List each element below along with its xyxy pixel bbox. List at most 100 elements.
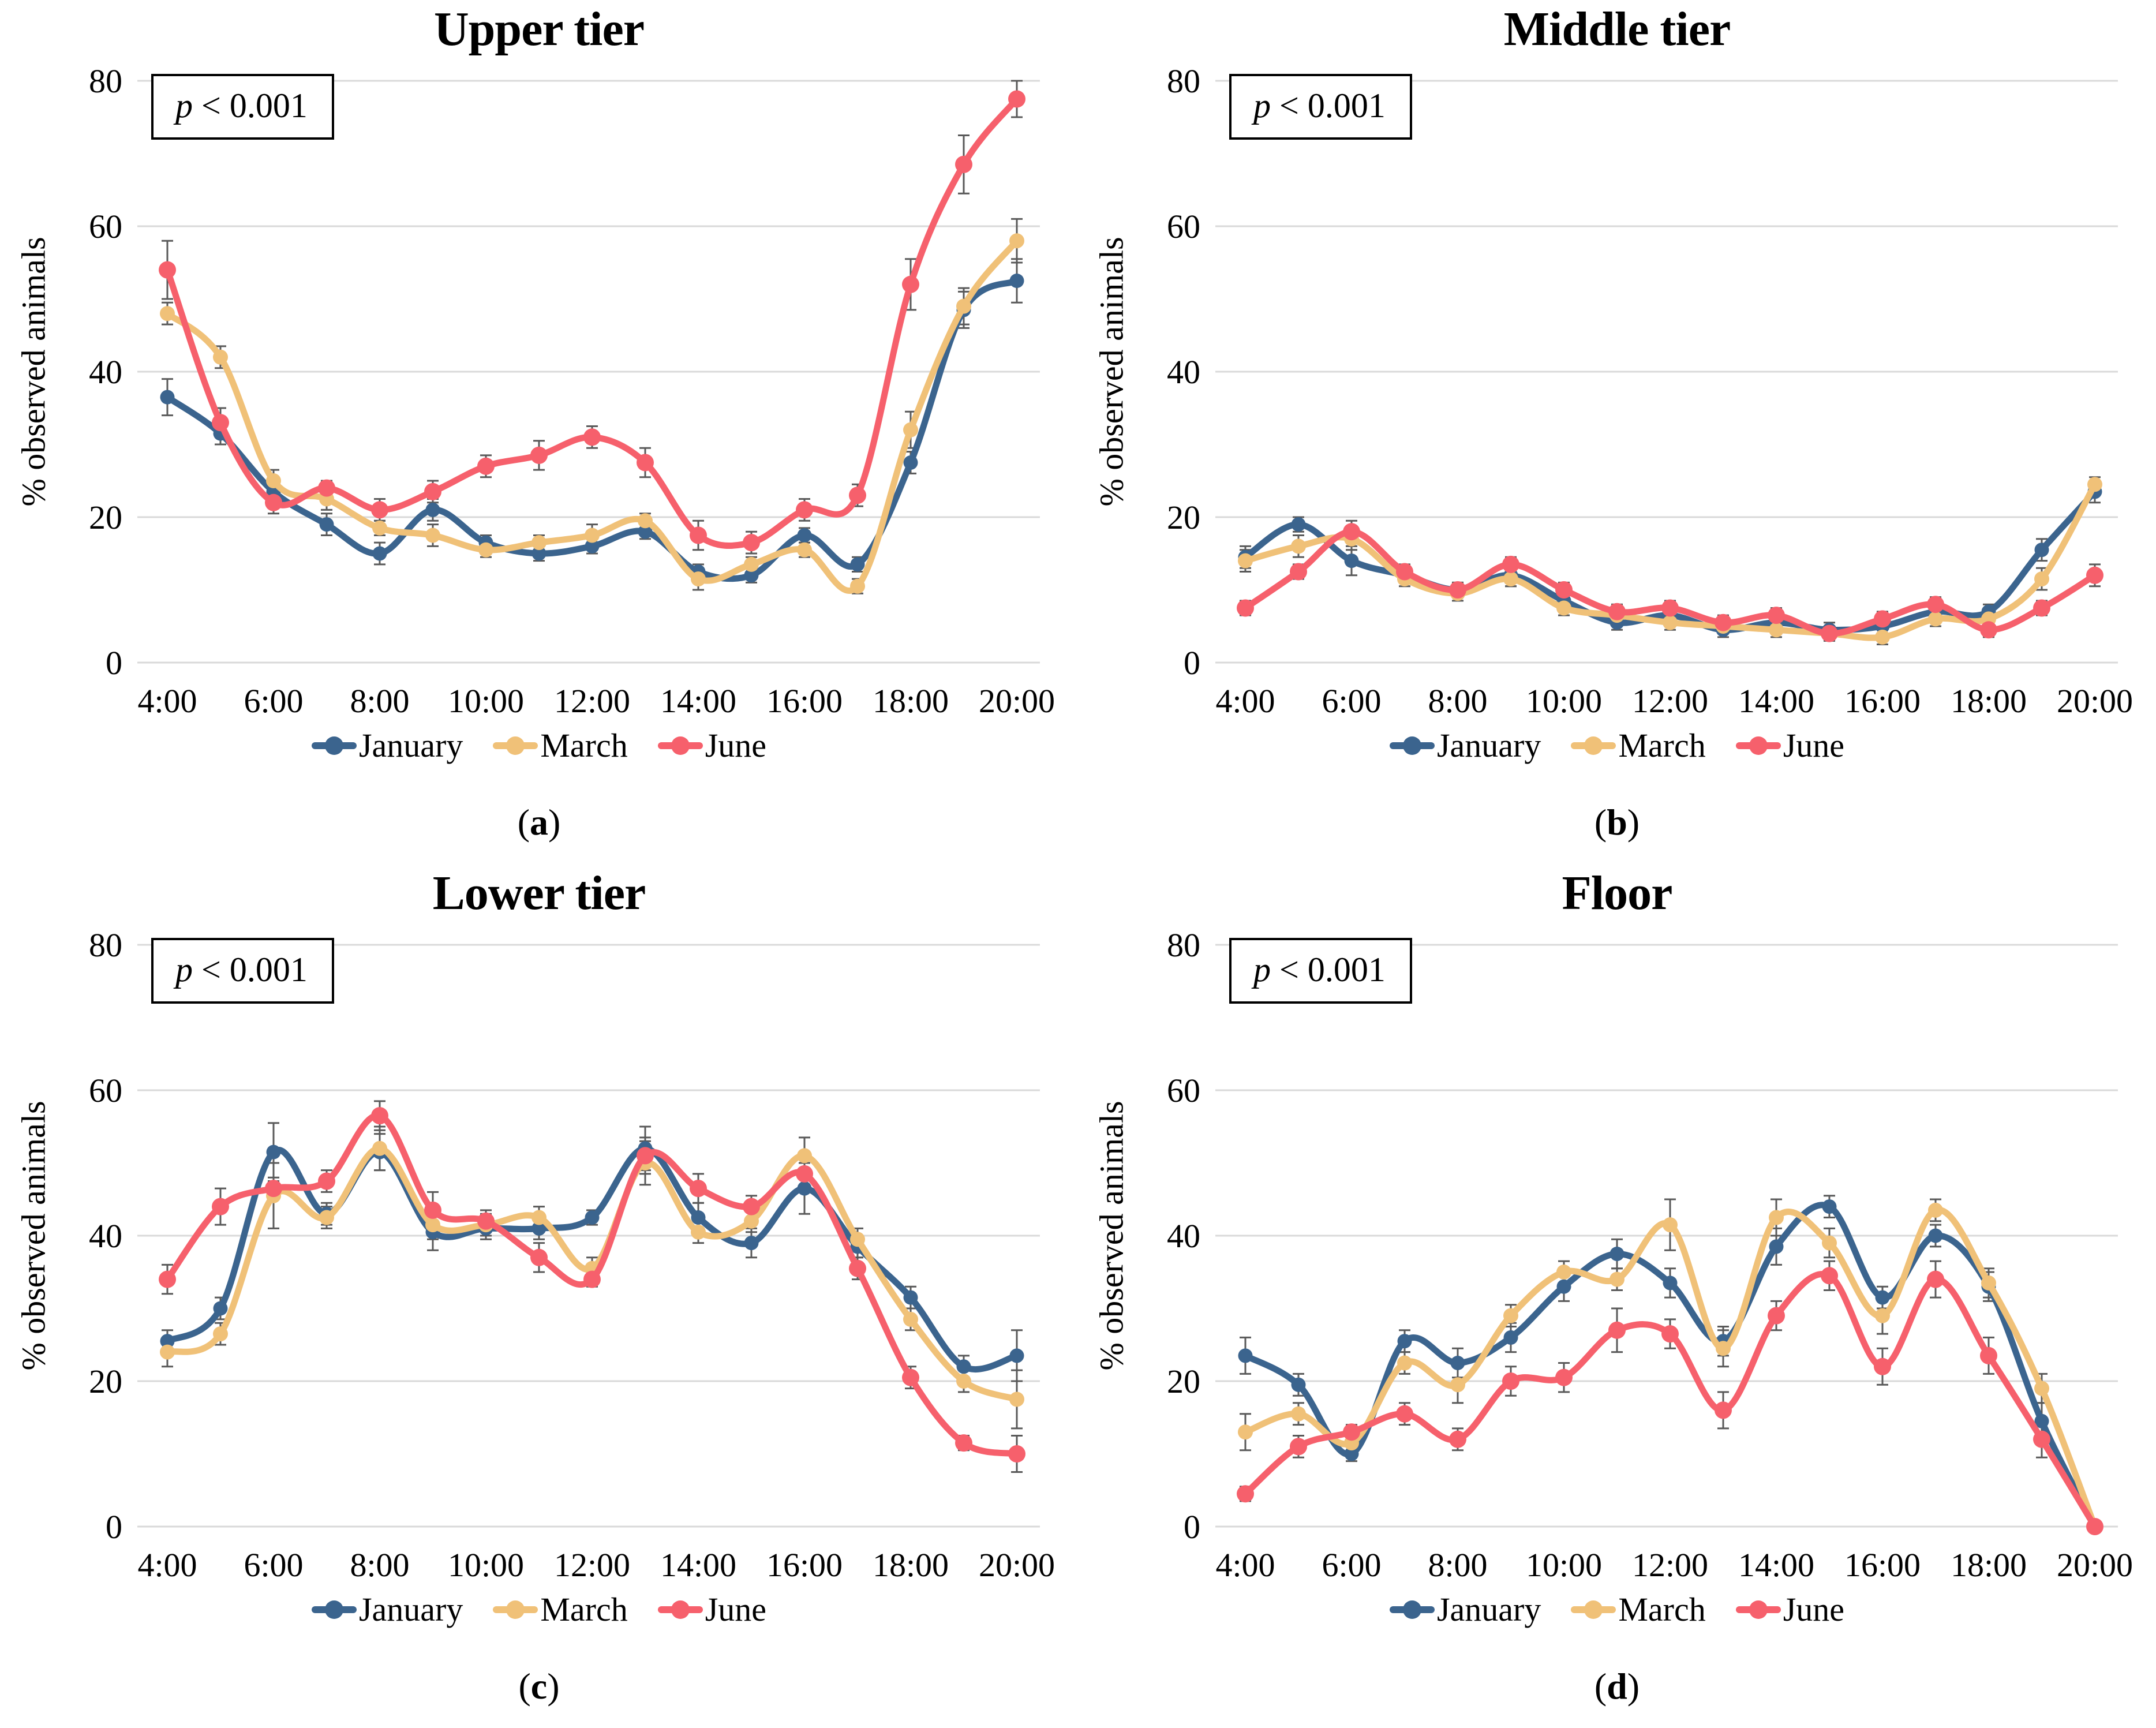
p-value-text: < 0.001 [193,951,308,989]
legend-marker-icon [1389,736,1435,755]
marker-june [318,479,335,497]
marker-march [903,422,918,437]
marker-march [266,473,281,488]
y-tick-label: 20 [1167,1363,1200,1400]
x-tick-label: 16:00 [1844,1546,1921,1584]
marker-march [850,578,865,594]
marker-june [371,501,388,519]
y-tick-label: 80 [89,926,122,964]
y-tick-label: 60 [89,208,122,245]
legend-item-january: January [1389,726,1541,765]
legend-item-june: June [1735,1590,1845,1629]
x-tick-label: 6:00 [1322,1546,1381,1584]
y-tick-label: 0 [1184,644,1200,682]
marker-january [585,1210,600,1225]
marker-january [638,524,653,539]
x-tick-label: 18:00 [1951,682,2027,720]
x-tick-label: 20:00 [979,682,1055,720]
y-tick-label: 40 [1167,1217,1200,1255]
marker-june [1874,1357,1891,1375]
marker-march [691,1224,706,1240]
marker-march [1450,1377,1465,1393]
marker-june [1008,90,1025,108]
plot-area: 80 60 40 20 0 4:00 6:00 8:00 10:00 12:00 14:00 16:0… [1167,62,2133,720]
y-tick-label: 80 [89,62,122,100]
marker-march [2087,477,2102,492]
legend-label: June [1783,1591,1845,1628]
marker-march [213,1326,228,1342]
legend-dot-icon [671,1600,690,1619]
marker-january [160,390,175,405]
marker-january [744,568,759,583]
legend-label: January [1436,1591,1541,1628]
caption-letter: d [1607,1666,1627,1707]
y-tick-label: 40 [1167,353,1200,391]
marker-march [478,542,493,558]
panel-lower-tier: Lower tier p < 0.001 % observed animals … [0,864,1078,1728]
marker-march [850,1232,865,1247]
x-tick-label: 10:00 [1526,682,1602,720]
marker-january [531,1221,547,1236]
marker-june [1661,1325,1679,1343]
marker-march [1769,1210,1784,1225]
marker-january [903,1290,918,1305]
marker-june [1715,1401,1732,1419]
legend-item-june: June [657,1590,766,1629]
marker-january [1450,1356,1465,1370]
marker-january [531,546,547,561]
marker-january [1928,1228,1943,1243]
marker-june [424,483,441,500]
x-tick-label: 10:00 [448,1546,524,1584]
legend-dot-icon [324,1600,343,1619]
marker-january [956,1359,971,1374]
marker-june [849,487,866,504]
marker-june [796,501,813,519]
marker-january [1875,1290,1890,1305]
marker-june [1008,1445,1025,1463]
x-tick-label: 12:00 [554,1546,630,1584]
x-tick-label: 20:00 [979,1546,1055,1584]
marker-june [690,526,707,544]
marker-june [1396,563,1413,581]
marker-january [2034,543,2049,558]
caption-open: ( [518,1666,531,1707]
legend-marker-icon [311,736,357,755]
marker-june [477,1212,495,1230]
marker-june [690,1180,707,1198]
marker-march [744,1213,759,1229]
marker-june [1290,563,1307,581]
marker-march [1556,600,1571,616]
marker-june [1343,523,1360,541]
marker-march [372,520,387,536]
marker-june [1502,555,1519,573]
caption-letter: c [530,1666,548,1707]
chart-legend: January March June [1078,726,2156,765]
series-line-june [164,96,1020,549]
marker-june [1449,1430,1466,1448]
x-tick-label: 4:00 [1215,682,1275,720]
marker-june [318,1172,335,1190]
marker-january [1009,274,1024,288]
marker-march [1822,1235,1837,1251]
marker-january [1238,1348,1253,1363]
marker-march [160,1344,175,1360]
panel-floor: Floor p < 0.001 % observed animals 80 60 4… [1078,864,2156,1728]
x-tick-label: 8:00 [350,682,409,720]
marker-january [1397,1334,1412,1349]
marker-june [1821,624,1838,642]
marker-march [691,571,706,587]
marker-march [2034,571,2049,587]
marker-january [1822,1199,1837,1214]
marker-march [797,542,812,558]
legend-label: March [1618,1591,1706,1628]
x-tick-label: 16:00 [766,1546,843,1584]
legend-marker-icon [493,1600,538,1619]
legend-item-june: June [657,726,766,765]
legend-marker-icon [657,736,703,755]
legend-dot-icon [1402,1600,1421,1619]
p-symbol: p [1253,87,1271,125]
marker-january [797,528,812,543]
x-tick-label: 14:00 [660,1546,736,1584]
legend-dot-icon [324,736,343,755]
